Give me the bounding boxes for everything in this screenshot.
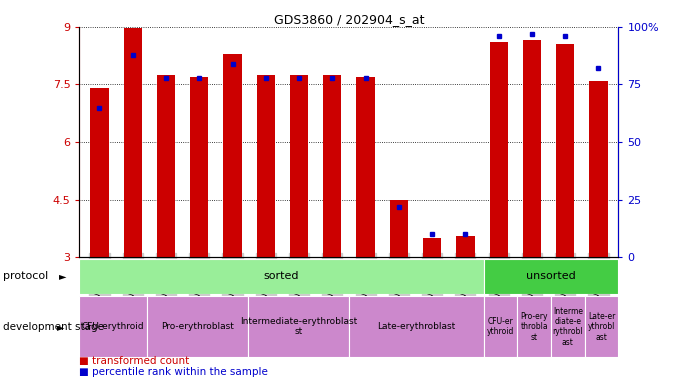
Bar: [556, 44, 574, 257]
Text: Pro-ery
throbla
st: Pro-ery throbla st: [520, 312, 548, 342]
Bar: [256, 75, 275, 257]
Text: sorted: sorted: [264, 271, 299, 281]
Text: ■ transformed count: ■ transformed count: [79, 356, 190, 366]
Bar: [484, 296, 518, 357]
Text: ■ percentile rank within the sample: ■ percentile rank within the sample: [79, 367, 268, 377]
Bar: [91, 88, 108, 257]
Bar: [589, 81, 607, 257]
Text: Late-er
ythrobl
ast: Late-er ythrobl ast: [588, 312, 615, 342]
Bar: [79, 259, 484, 294]
Title: GDS3860 / 202904_s_at: GDS3860 / 202904_s_at: [274, 13, 424, 26]
Bar: [349, 296, 484, 357]
Bar: [248, 296, 349, 357]
Text: unsorted: unsorted: [527, 271, 576, 281]
Text: ►: ►: [59, 271, 66, 281]
Text: Intermediate-erythroblast
st: Intermediate-erythroblast st: [240, 317, 357, 336]
Text: CFU-erythroid: CFU-erythroid: [82, 322, 144, 331]
Bar: [456, 236, 475, 257]
Bar: [489, 42, 508, 257]
Bar: [190, 77, 209, 257]
Bar: [157, 75, 175, 257]
Text: Late-erythroblast: Late-erythroblast: [377, 322, 455, 331]
Text: protocol: protocol: [3, 271, 48, 281]
Bar: [585, 296, 618, 357]
Text: Interme
diate-e
rythrobl
ast: Interme diate-e rythrobl ast: [553, 307, 583, 347]
Bar: [523, 40, 541, 257]
Text: development stage: development stage: [3, 322, 104, 332]
Bar: [323, 75, 341, 257]
Text: ►: ►: [57, 322, 65, 332]
Bar: [357, 77, 375, 257]
Bar: [124, 28, 142, 257]
Text: CFU-er
ythroid: CFU-er ythroid: [487, 317, 514, 336]
Bar: [223, 54, 242, 257]
Bar: [423, 238, 442, 257]
Bar: [390, 200, 408, 257]
Bar: [518, 296, 551, 357]
Bar: [551, 296, 585, 357]
Bar: [79, 296, 146, 357]
Bar: [290, 75, 308, 257]
Text: Pro-erythroblast: Pro-erythroblast: [161, 322, 234, 331]
Bar: [484, 259, 618, 294]
Bar: [146, 296, 248, 357]
